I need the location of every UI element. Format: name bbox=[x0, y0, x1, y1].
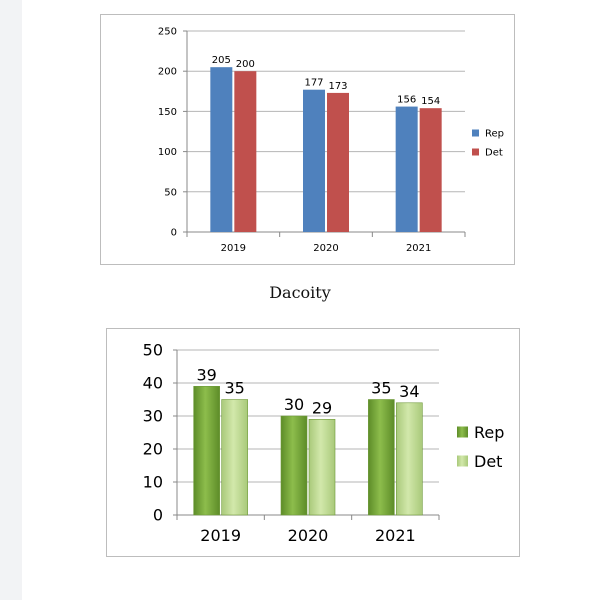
bar-rep-2021 bbox=[368, 399, 395, 516]
x-tick-label: 2019 bbox=[200, 526, 241, 545]
bar-det-2021 bbox=[419, 108, 442, 232]
x-tick-label: 2020 bbox=[313, 243, 338, 254]
bar-det-2021 bbox=[396, 402, 423, 516]
legend-label-det: Det bbox=[485, 148, 503, 159]
chart-caption: Dacoity bbox=[269, 283, 331, 302]
y-tick-label: 50 bbox=[164, 187, 177, 198]
bar-rep-2020 bbox=[280, 415, 308, 516]
legend-swatch-det bbox=[472, 148, 479, 156]
y-tick-label: 250 bbox=[158, 27, 177, 38]
data-label: 34 bbox=[399, 382, 419, 401]
data-label: 29 bbox=[312, 398, 332, 417]
data-label: 39 bbox=[196, 365, 216, 384]
y-tick-label: 150 bbox=[158, 107, 177, 118]
bar-det-2020 bbox=[327, 92, 349, 233]
legend-label-rep: Rep bbox=[474, 423, 504, 442]
bar-rep-2019 bbox=[193, 385, 220, 516]
data-label: 154 bbox=[421, 96, 440, 107]
y-tick-label: 100 bbox=[158, 147, 177, 158]
x-tick-label: 2021 bbox=[375, 526, 416, 545]
bar-rep-2021 bbox=[395, 106, 418, 232]
data-label: 35 bbox=[371, 379, 391, 398]
data-label: 200 bbox=[236, 59, 255, 70]
bar-rep-2020 bbox=[303, 89, 325, 232]
y-tick-label: 0 bbox=[153, 506, 163, 525]
y-tick-label: 200 bbox=[158, 67, 177, 78]
chart-bottom-frame: 0 10 20 30 40 50 2019 39 35 2020 30 29 2021 35 34 Rep De… bbox=[106, 328, 520, 557]
y-tick-label: 50 bbox=[143, 341, 163, 360]
bar-det-2020 bbox=[308, 419, 336, 516]
legend-label-rep: Rep bbox=[485, 129, 504, 140]
chart-top-frame: 0 50 100 150 200 250 2019 205 200 2020 177 173 2021 1… bbox=[100, 14, 515, 265]
legend-swatch-rep bbox=[472, 129, 479, 137]
x-tick-label: 2019 bbox=[221, 243, 246, 254]
legend-swatch-det bbox=[457, 455, 468, 467]
y-tick-label: 0 bbox=[171, 228, 177, 239]
data-label: 177 bbox=[304, 78, 323, 89]
x-tick-label: 2021 bbox=[406, 243, 431, 254]
legend-swatch-rep bbox=[457, 426, 468, 438]
data-label: 156 bbox=[397, 95, 416, 106]
legend-label-det: Det bbox=[474, 452, 502, 471]
bar-det-2019 bbox=[221, 399, 248, 516]
y-tick-label: 10 bbox=[143, 473, 163, 492]
data-label: 30 bbox=[284, 395, 304, 414]
data-label: 173 bbox=[328, 81, 347, 92]
bar-det-2019 bbox=[234, 71, 257, 232]
y-tick-label: 30 bbox=[143, 407, 163, 426]
data-label: 205 bbox=[212, 55, 231, 66]
x-tick-label: 2020 bbox=[288, 526, 329, 545]
y-tick-label: 20 bbox=[143, 440, 163, 459]
bar-rep-2019 bbox=[210, 67, 233, 233]
chart-top: 0 50 100 150 200 250 2019 205 200 2020 177 173 2021 1… bbox=[158, 27, 504, 255]
data-label: 35 bbox=[224, 379, 244, 398]
y-tick-label: 40 bbox=[143, 374, 163, 393]
chart-bottom: 0 10 20 30 40 50 2019 39 35 2020 30 29 2021 35 34 Rep De… bbox=[143, 341, 505, 545]
